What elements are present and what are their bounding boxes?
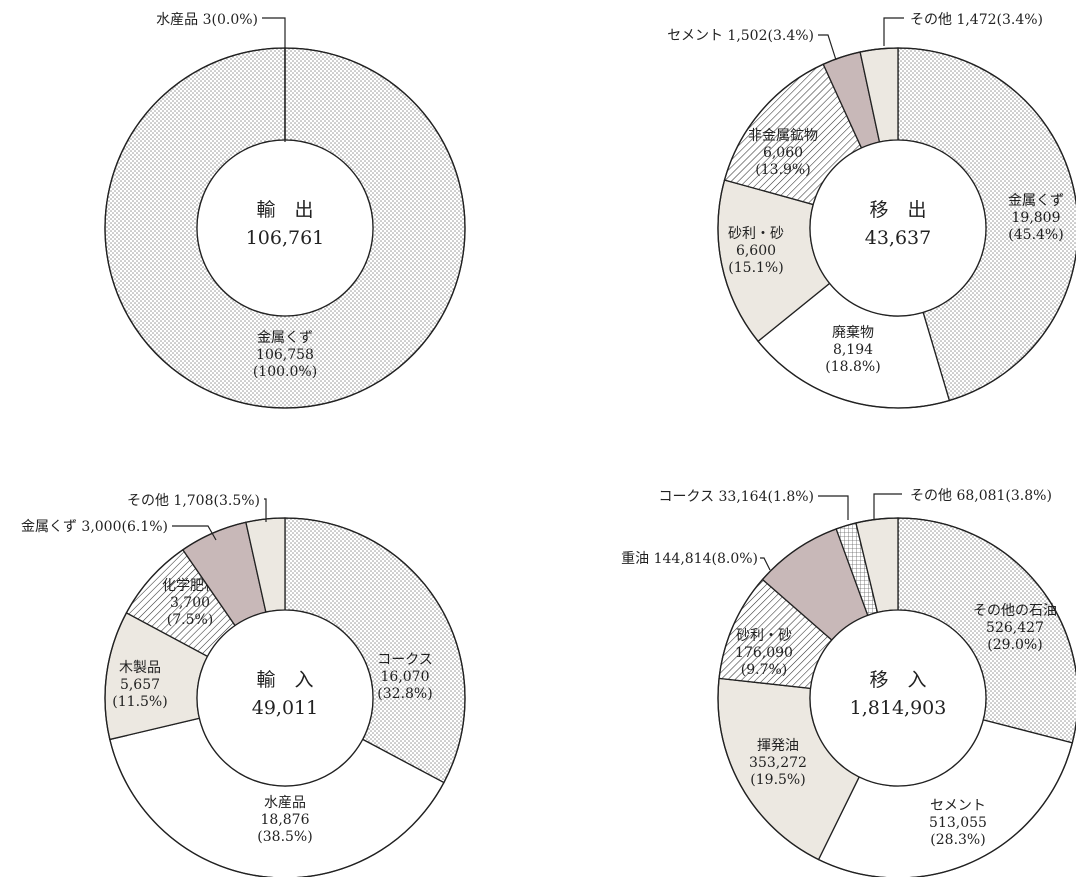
slice-label-3-3-1: 176,090 <box>735 645 793 661</box>
slice-label-1-3-0: 非金属鉱物 <box>748 127 818 144</box>
slice-label-1-0-0: 金属くず <box>1008 193 1064 209</box>
slice-label-1-3-2: (13.9%) <box>755 162 810 178</box>
slice-label-2-3-1: 3,700 <box>170 595 210 611</box>
slice-label-1-2-1: 6,600 <box>736 243 776 259</box>
callout-label-1-1: その他 1,472(3.4%) <box>910 12 1043 28</box>
center-title-3: 移 入 <box>869 669 926 691</box>
slice-label-2-0-1: 16,070 <box>381 669 430 685</box>
slice-label-3-0-2: (29.0%) <box>987 637 1042 653</box>
slice-label-0-0-1: 106,758 <box>256 347 314 363</box>
slice-label-2-0-0: コークス <box>377 652 433 668</box>
slice-label-2-3-2: (7.5%) <box>167 612 214 628</box>
callout-line-3-0 <box>818 496 848 520</box>
center-total-0: 106,761 <box>246 227 325 249</box>
slice-label-3-1-2: (28.3%) <box>930 832 985 848</box>
callout-line-3-1 <box>874 494 902 520</box>
callout-line-1-0 <box>818 35 836 60</box>
slice-label-2-2-0: 木製品 <box>119 660 161 676</box>
callout-label-2-0: その他 1,708(3.5%) <box>127 493 260 509</box>
callout-label-3-1: その他 68,081(3.8%) <box>910 488 1052 504</box>
slice-label-1-0-1: 19,809 <box>1012 210 1061 226</box>
callout-label-3-0: コークス 33,164(1.8%) <box>658 489 814 505</box>
slice-label-1-3-1: 6,060 <box>763 145 803 161</box>
slice-label-3-3-2: (9.7%) <box>741 662 788 678</box>
slice-label-2-0-2: (32.8%) <box>377 686 432 702</box>
slice-label-1-2-2: (15.1%) <box>728 260 783 276</box>
callout-label-2-1: 金属くず 3,000(6.1%) <box>21 519 168 535</box>
slice-label-1-2-0: 砂利・砂 <box>728 226 784 242</box>
callout-line-1-1 <box>884 18 904 46</box>
slice-label-1-1-0: 廃棄物 <box>832 324 874 341</box>
slice-label-2-1-0: 水産品 <box>264 795 306 811</box>
slice-label-2-1-2: (38.5%) <box>257 829 312 845</box>
slice-label-3-2-2: (19.5%) <box>750 772 805 788</box>
center-title-0: 輸 出 <box>256 199 313 221</box>
callout-label-0-0: 水産品 3(0.0%) <box>156 12 258 28</box>
slice-label-3-0-0: その他の石油 <box>973 603 1057 619</box>
center-total-2: 49,011 <box>252 697 318 719</box>
center-total-1: 43,637 <box>865 227 931 249</box>
slice-label-2-2-1: 5,657 <box>120 677 160 693</box>
slice-label-2-1-1: 18,876 <box>261 812 310 828</box>
slice-label-3-1-1: 513,055 <box>929 815 987 831</box>
slice-label-3-0-1: 526,427 <box>986 620 1044 636</box>
center-title-2: 輸 入 <box>256 669 313 691</box>
slice-label-1-0-2: (45.4%) <box>1008 227 1063 243</box>
slice-label-0-0-0: 金属くず <box>257 330 313 346</box>
slice-label-3-2-0: 揮発油 <box>757 738 799 754</box>
center-title-1: 移 出 <box>869 199 926 221</box>
center-total-3: 1,814,903 <box>850 697 947 719</box>
slice-label-1-1-2: (18.8%) <box>825 359 880 375</box>
callout-label-3-2: 重油 144,814(8.0%) <box>621 551 758 567</box>
callout-line-3-2 <box>760 558 770 570</box>
slice-label-3-1-0: セメント <box>930 798 986 814</box>
callout-label-1-0: セメント 1,502(3.4%) <box>667 28 814 44</box>
slice-label-1-1-1: 8,194 <box>833 342 873 358</box>
slice-label-3-3-0: 砂利・砂 <box>736 628 792 644</box>
slice-label-2-2-2: (11.5%) <box>112 694 167 710</box>
slice-label-3-2-1: 353,272 <box>749 755 807 771</box>
slice-label-0-0-2: (100.0%) <box>253 364 317 380</box>
